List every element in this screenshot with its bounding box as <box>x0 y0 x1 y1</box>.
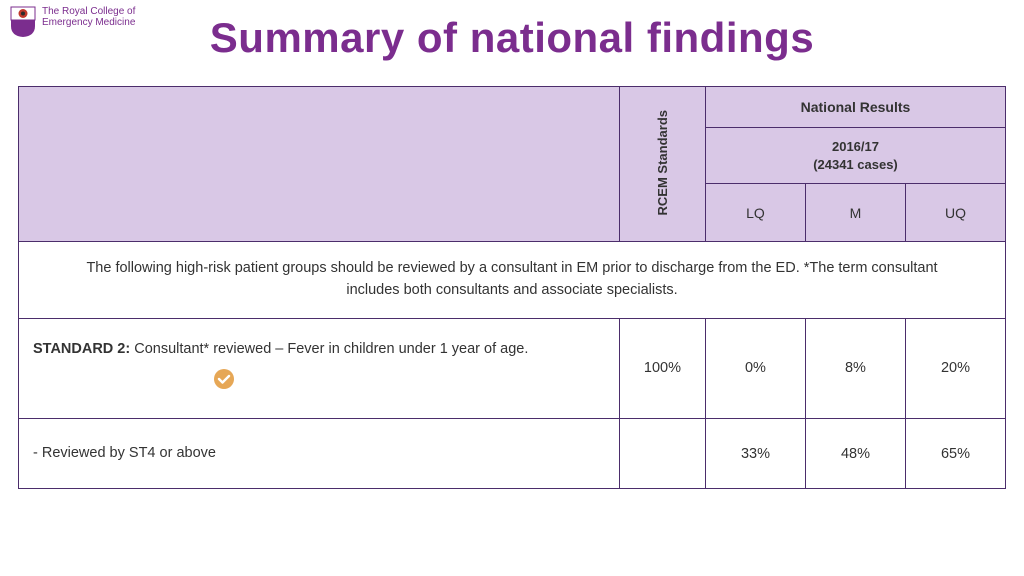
cell-lq: 0% <box>705 318 805 419</box>
table-row: - Reviewed by ST4 or above 33% 48% 65% <box>19 419 1006 489</box>
shield-icon <box>10 6 36 38</box>
row-label-bold: STANDARD 2: <box>33 341 130 357</box>
logo-text: The Royal College of Emergency Medicine <box>42 6 135 28</box>
description-cell: The following high-risk patient groups s… <box>19 242 1006 319</box>
findings-table-wrap: RCEM Standards National Results 2016/17 … <box>18 86 1006 489</box>
period-line2: (24341 cases) <box>813 157 898 172</box>
row-label-rest: - Reviewed by ST4 or above <box>33 445 216 461</box>
cell-rcem: 100% <box>619 318 705 419</box>
header-m: M <box>805 184 905 242</box>
cell-lq: 33% <box>705 419 805 489</box>
header-rcem-label: RCEM Standards <box>655 102 670 223</box>
header-period: 2016/17 (24341 cases) <box>705 128 1005 184</box>
row-label: STANDARD 2: Consultant* reviewed – Fever… <box>19 318 620 419</box>
header-uq: UQ <box>905 184 1005 242</box>
header-rcem: RCEM Standards <box>619 87 705 242</box>
table-row-description: The following high-risk patient groups s… <box>19 242 1006 319</box>
row-label-rest: Consultant* reviewed – Fever in children… <box>130 341 528 357</box>
header-blank <box>19 87 620 242</box>
logo-line2: Emergency Medicine <box>42 17 135 28</box>
page-title: Summary of national findings <box>0 0 1024 62</box>
cell-uq: 20% <box>905 318 1005 419</box>
row-label: - Reviewed by ST4 or above <box>19 419 620 489</box>
findings-table: RCEM Standards National Results 2016/17 … <box>18 86 1006 489</box>
check-icon <box>213 368 235 398</box>
header-national: National Results <box>705 87 1005 128</box>
cell-m: 48% <box>805 419 905 489</box>
cell-rcem <box>619 419 705 489</box>
cell-m: 8% <box>805 318 905 419</box>
logo-line1: The Royal College of <box>42 6 135 17</box>
header-lq: LQ <box>705 184 805 242</box>
logo: The Royal College of Emergency Medicine <box>10 6 135 38</box>
cell-uq: 65% <box>905 419 1005 489</box>
period-line1: 2016/17 <box>832 139 879 154</box>
table-row: STANDARD 2: Consultant* reviewed – Fever… <box>19 318 1006 419</box>
